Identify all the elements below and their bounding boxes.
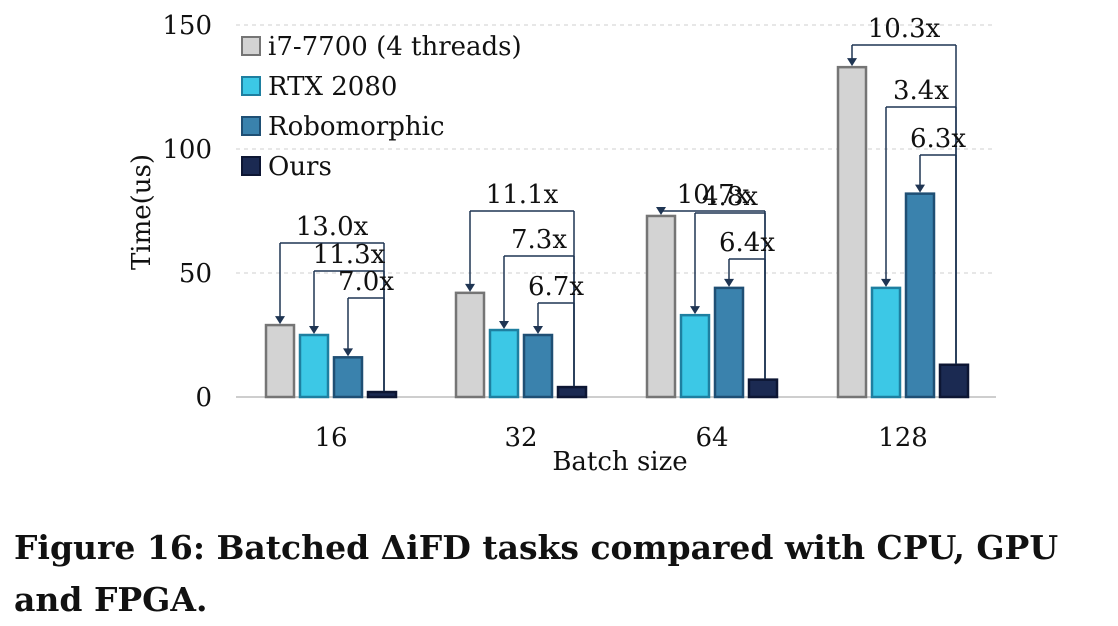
speedup-label: 4.8x — [702, 182, 758, 212]
x-tick-label: 128 — [878, 423, 928, 453]
speedup-label: 11.3x — [313, 240, 386, 270]
bar — [904, 192, 936, 399]
bar — [870, 286, 902, 399]
x-tick-label: 16 — [314, 423, 347, 453]
annotation-arrowhead — [915, 184, 925, 193]
bar — [679, 313, 711, 399]
annotation-arrowhead — [275, 316, 285, 325]
bar — [645, 214, 677, 399]
annotation-arrowhead — [847, 58, 857, 67]
y-tick-label: 0 — [195, 383, 212, 413]
bar — [522, 333, 554, 399]
figure-caption: Figure 16: Batched ΔiFD tasks compared w… — [14, 528, 1059, 619]
bar — [298, 333, 330, 399]
annotation-arrowhead — [499, 321, 509, 330]
annotation-arrowhead — [690, 306, 700, 315]
annotation-arrowhead — [533, 326, 543, 334]
bar — [366, 390, 398, 399]
annotation-arrowhead — [656, 206, 666, 215]
bar — [747, 378, 779, 399]
annotation-arrowhead — [724, 278, 734, 287]
annotation-arrowhead — [465, 283, 475, 292]
bar — [836, 65, 868, 399]
speedup-label: 11.1x — [486, 180, 559, 210]
x-axis-ticks: 16 32 64 128 — [314, 423, 927, 453]
legend: i7-7700 (4 threads) RTX 2080 Robomorphic Ou… — [241, 32, 522, 182]
speedup-label: 6.7x — [528, 272, 584, 302]
bar — [938, 363, 970, 399]
x-axis-label: Batch size — [552, 447, 687, 477]
bar — [488, 328, 520, 399]
legend-label: Robomorphic — [268, 112, 445, 142]
legend-swatch — [241, 156, 261, 176]
legend-label: i7-7700 (4 threads) — [268, 32, 522, 62]
legend-label: RTX 2080 — [268, 72, 397, 102]
y-tick-label: 50 — [179, 259, 212, 289]
y-axis-label: Time(us) — [127, 154, 157, 270]
speedup-label: 6.4x — [719, 228, 775, 258]
bar — [454, 291, 486, 399]
bar — [556, 385, 588, 399]
y-tick-label: 100 — [162, 135, 212, 165]
speedup-label: 3.4x — [893, 76, 949, 106]
legend-label: Ours — [268, 152, 332, 182]
speedup-label: 10.3x — [868, 14, 941, 44]
speedup-label: 7.3x — [511, 225, 567, 255]
annotation-arrowhead — [309, 326, 319, 334]
legend-swatch — [241, 76, 261, 96]
speedup-label: 6.3x — [910, 124, 966, 154]
grid-lines — [236, 24, 996, 274]
bar — [332, 356, 364, 399]
x-tick-label: 32 — [504, 423, 537, 453]
legend-swatch — [241, 116, 261, 136]
y-tick-label: 150 — [162, 11, 212, 41]
speedup-label: 7.0x — [338, 267, 394, 297]
bars — [264, 65, 970, 399]
speedup-label: 13.0x — [296, 212, 369, 242]
annotation-arrowhead — [881, 278, 891, 287]
bar — [264, 323, 296, 399]
x-tick-label: 64 — [695, 423, 728, 453]
y-axis-ticks: 0 50 100 150 — [162, 11, 212, 413]
legend-swatch — [241, 36, 261, 56]
annotation-arrowhead — [343, 348, 353, 357]
speedup-label: 10.7x — [677, 180, 750, 210]
bar — [713, 286, 745, 399]
